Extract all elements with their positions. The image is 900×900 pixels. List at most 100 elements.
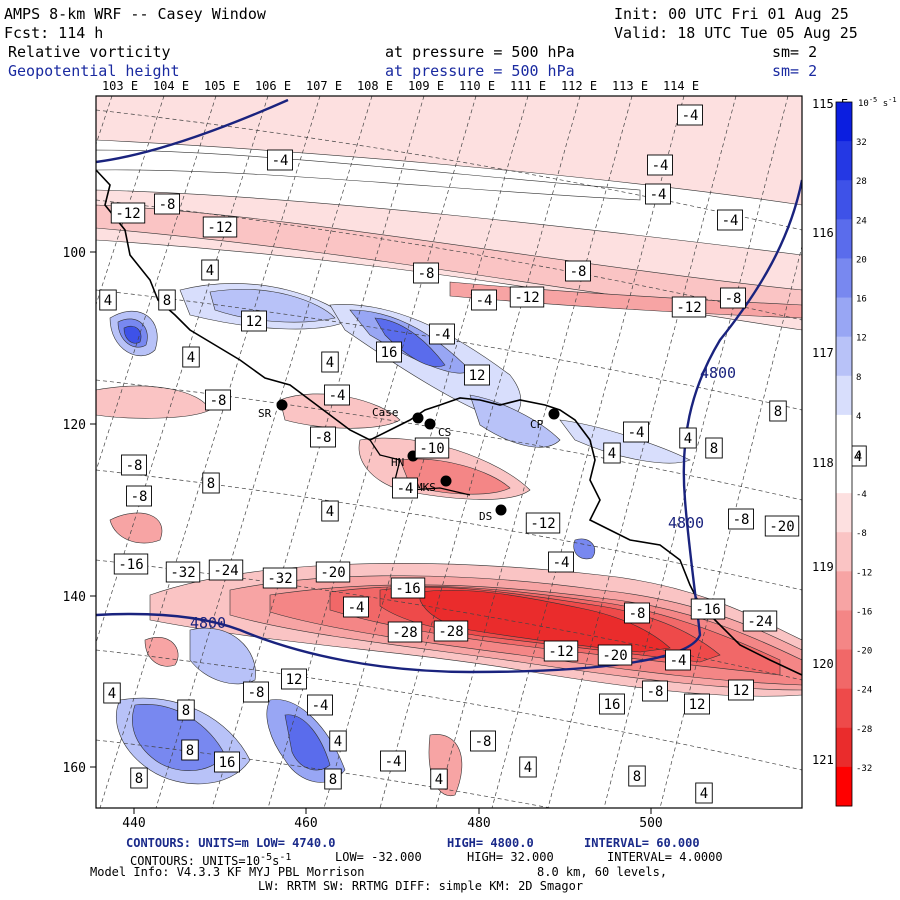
vort-label-box bbox=[690, 598, 726, 620]
vort-label-box bbox=[99, 289, 117, 311]
colorbar-frame bbox=[835, 101, 853, 807]
vort-label: -4 bbox=[650, 187, 667, 203]
field1-smoothing: sm= 2 bbox=[772, 43, 818, 61]
vort-label: -4 bbox=[397, 481, 414, 497]
axes: 440 460 480 500 100 120 140 160 103 E 104 E 105 E 1… bbox=[63, 79, 849, 831]
vort-label-box bbox=[387, 621, 423, 643]
vort-label: 4 bbox=[108, 686, 116, 702]
pos-blob-ssw-2 bbox=[284, 714, 331, 771]
vort-label-box bbox=[548, 551, 574, 573]
colorbar-swatch bbox=[836, 532, 852, 572]
top-white-gap bbox=[96, 149, 641, 201]
footer-model-info: Model Info: V4.3.3 KF MYJ PBL Morrison bbox=[90, 865, 365, 879]
vort-label: -12 bbox=[115, 206, 140, 222]
top-lon-label: 105 E bbox=[204, 79, 240, 93]
vort-label: -8 bbox=[570, 264, 587, 280]
vort-label: 12 bbox=[469, 368, 486, 384]
plot-frame bbox=[95, 95, 803, 809]
vort-label: -8 bbox=[733, 512, 750, 528]
vort-label-box bbox=[262, 567, 298, 589]
chart-title: AMPS 8-km WRF -- Casey Window bbox=[4, 5, 266, 23]
vort-label-box bbox=[720, 287, 746, 309]
colorbar-swatch bbox=[836, 766, 852, 807]
meridian-line bbox=[323, 96, 529, 808]
field1-level: at pressure = 500 hPa bbox=[385, 43, 575, 61]
vort-label-box bbox=[470, 730, 496, 752]
vort-label-box bbox=[243, 681, 269, 703]
init-time: Init: 00 UTC Fri 01 Aug 25 bbox=[614, 5, 849, 23]
vort-label: 8 bbox=[774, 404, 782, 420]
vort-label-box bbox=[324, 384, 350, 406]
vort-label: 8 bbox=[329, 772, 337, 788]
station-mks-label: MKS bbox=[416, 481, 436, 494]
meridian-line bbox=[0, 96, 60, 808]
vort-label: -8 bbox=[131, 489, 148, 505]
vort-label: -20 bbox=[769, 519, 794, 535]
vort-label-box bbox=[645, 183, 671, 205]
vort-label: -4 bbox=[434, 327, 451, 343]
latitude-line bbox=[96, 649, 802, 771]
vort-label: -8 bbox=[126, 458, 143, 474]
vort-label: -20 bbox=[320, 565, 345, 581]
height-label: 4800 bbox=[700, 364, 736, 382]
vort-label: -4 bbox=[329, 388, 346, 404]
vort-label: -16 bbox=[395, 581, 420, 597]
top-lon-label: 111 E bbox=[510, 79, 546, 93]
colorbar-swatch bbox=[836, 727, 852, 768]
vort-label: -24 bbox=[747, 614, 772, 630]
colorbar-swatch bbox=[836, 336, 852, 377]
vort-label-box bbox=[433, 620, 469, 642]
vort-label-box bbox=[764, 515, 800, 537]
vort-label: 12 bbox=[246, 314, 263, 330]
vort-label-box bbox=[103, 682, 121, 704]
vort-label: -8 bbox=[647, 684, 664, 700]
vort-label: -12 bbox=[530, 516, 555, 532]
footer-vort-high: HIGH= 32.000 bbox=[467, 850, 554, 864]
vort-label-box bbox=[324, 768, 342, 790]
vort-label-box bbox=[392, 477, 418, 499]
vort-label: -32 bbox=[267, 571, 292, 587]
vort-label: 8 bbox=[710, 441, 718, 457]
neg-blob-mid-2 bbox=[399, 458, 511, 495]
footer-height-high: HIGH= 4800.0 bbox=[447, 836, 534, 850]
station-hn-label: HN bbox=[391, 456, 404, 469]
vort-label-box bbox=[665, 649, 691, 671]
colorbar-swatch bbox=[836, 454, 852, 494]
colorbar-swatch bbox=[836, 571, 852, 611]
vort-label: -4 bbox=[670, 653, 687, 669]
meridian-line bbox=[491, 96, 685, 808]
station-ds-marker bbox=[495, 504, 507, 516]
meridian-line bbox=[96, 96, 217, 472]
stations: SR Case CS HN MKS DS CP bbox=[258, 399, 560, 523]
field2-smoothing: sm= 2 bbox=[772, 62, 818, 80]
vort-label: -4 bbox=[652, 158, 669, 174]
pos-blob-nw-3 bbox=[123, 325, 142, 344]
latitude-line bbox=[96, 379, 802, 501]
station-ds-label: DS bbox=[479, 510, 492, 523]
meridian-line bbox=[603, 96, 789, 808]
meridian-line bbox=[96, 96, 113, 146]
vort-label-box bbox=[603, 442, 621, 464]
vort-label: -12 bbox=[514, 290, 539, 306]
neg-blob-sw bbox=[144, 637, 179, 667]
neg-blob-mid-3 bbox=[279, 393, 401, 429]
colorbar: 322824201612840-4-8-12-16-20-24-28-3210-… bbox=[835, 96, 897, 807]
vort-label: -8 bbox=[418, 266, 435, 282]
vort-label-box bbox=[671, 296, 707, 318]
top-lon-label: 106 E bbox=[255, 79, 291, 93]
x-tick-label: 500 bbox=[639, 816, 662, 831]
x-tick-label: 440 bbox=[122, 816, 145, 831]
vort-label: 8 bbox=[186, 743, 194, 759]
vort-label: 4 bbox=[326, 504, 334, 520]
vort-label-box bbox=[413, 262, 439, 284]
colorbar-swatch bbox=[836, 610, 852, 651]
vort-label-box bbox=[599, 693, 625, 715]
top-lon-label: 112 E bbox=[561, 79, 597, 93]
station-cp-marker bbox=[548, 408, 560, 420]
vort-label-box bbox=[525, 512, 561, 534]
colorbar-level: 8 bbox=[856, 373, 861, 383]
vort-label: -32 bbox=[170, 565, 195, 581]
vort-label-box bbox=[181, 739, 199, 761]
latitude-line bbox=[96, 109, 802, 231]
x-tick-label: 480 bbox=[467, 816, 490, 831]
